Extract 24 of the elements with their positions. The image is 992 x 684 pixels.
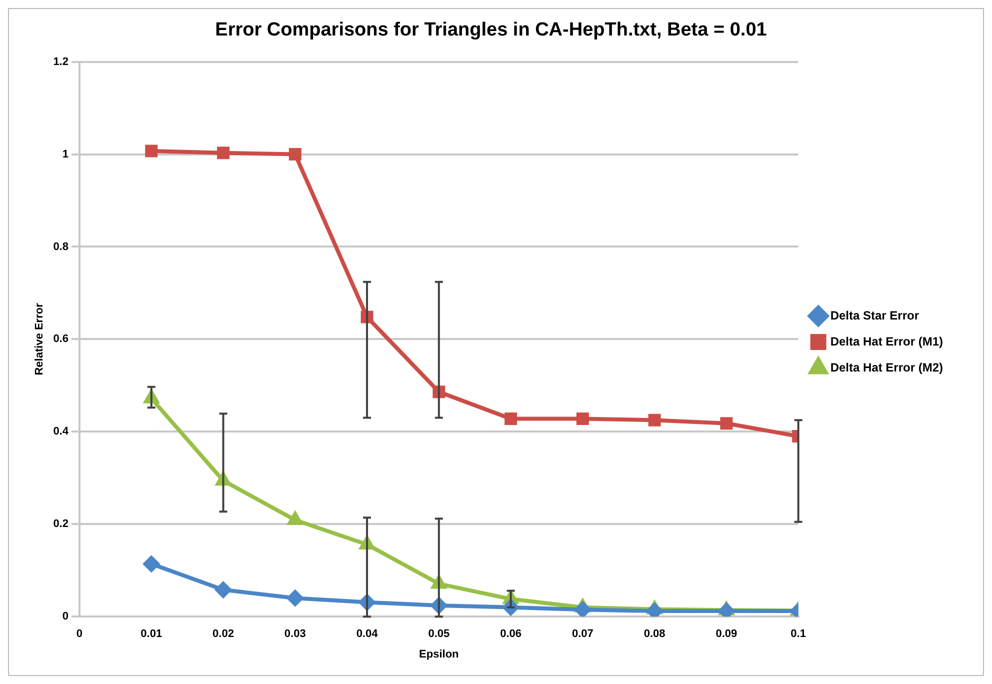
legend-label: Delta Star Error	[830, 308, 920, 322]
y-axis-title: Relative Error	[34, 302, 46, 376]
legend-label: Delta Hat Error (M2)	[830, 360, 944, 374]
y-tick-label: 0.2	[53, 518, 68, 530]
x-tick-label: 0.08	[644, 628, 666, 640]
y-tick-label: 0.6	[53, 333, 68, 346]
x-tick-label: 0.01	[140, 628, 162, 640]
x-tick-label: 0.03	[284, 628, 306, 640]
y-tick-label: 0.4	[53, 426, 70, 438]
x-tick-label: 0	[76, 628, 83, 640]
chart-title: Error Comparisons for Triangles in CA-HepTh.txt, Beta = 0.01	[215, 20, 768, 41]
x-tick-label: 0.07	[572, 628, 594, 640]
y-tick-label: 0	[62, 610, 68, 623]
x-tick-label: 0.05	[428, 628, 450, 640]
x-axis-title: Epsilon	[419, 648, 460, 660]
x-tick-label: 0.06	[500, 628, 522, 640]
y-tick-label: 1.2	[53, 56, 68, 68]
x-tick-label: 0.02	[212, 628, 234, 640]
x-tick-label: 0.1	[790, 628, 806, 640]
y-tick-label: 1	[62, 148, 68, 160]
x-tick-label: 0.04	[356, 628, 379, 640]
legend-label: Delta Hat Error (M1)	[830, 334, 944, 348]
y-tick-label: 0.8	[53, 240, 68, 253]
x-tick-label: 0.09	[716, 628, 738, 640]
